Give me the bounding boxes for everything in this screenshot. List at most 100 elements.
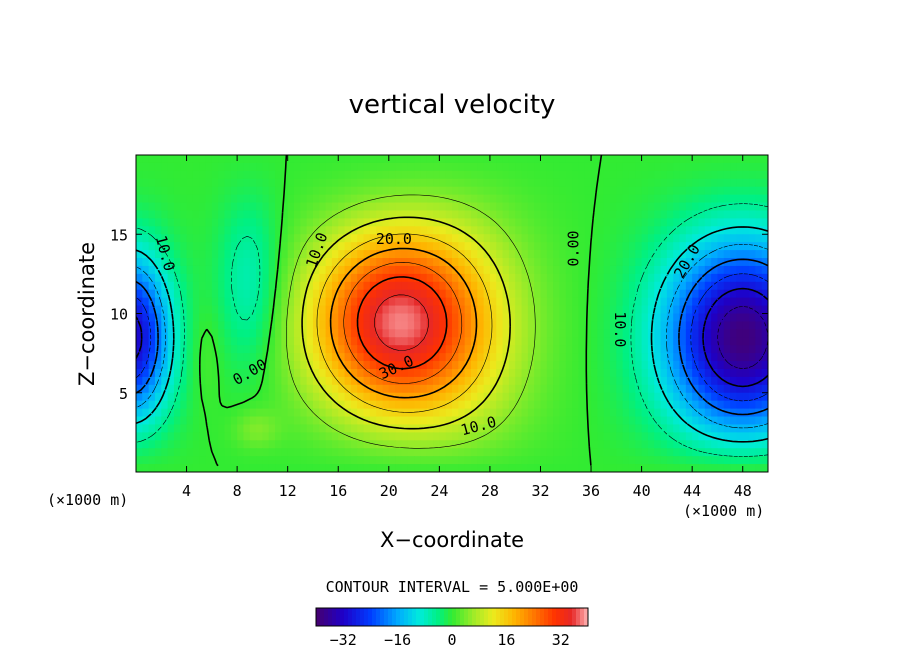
field-cell [704, 353, 712, 362]
field-cell [742, 162, 750, 172]
field-cell [628, 155, 636, 164]
field-cell [546, 202, 554, 212]
field-cell [262, 242, 270, 251]
field-cell [142, 289, 150, 299]
field-cell [243, 400, 251, 410]
field-cell [350, 186, 358, 196]
field-cell [433, 345, 440, 354]
field-cell [186, 456, 194, 465]
field-cell [654, 210, 662, 219]
field-cell [736, 258, 744, 267]
field-cell [489, 289, 497, 299]
field-cell [142, 424, 150, 433]
field-cell [401, 464, 409, 472]
field-cell [433, 242, 440, 251]
field-cell [622, 345, 630, 354]
field-cell [186, 289, 194, 299]
field-cell [294, 337, 301, 346]
field-cell [167, 242, 175, 251]
field-cell [654, 273, 662, 283]
field-cell [540, 186, 548, 196]
field-cell [388, 170, 396, 180]
field-cell [584, 155, 592, 164]
field-cell [464, 155, 472, 164]
field-cell [477, 392, 485, 402]
field-cell [660, 392, 668, 402]
field-cell [249, 400, 257, 410]
field-cell [369, 194, 377, 204]
field-cell [376, 273, 384, 283]
field-cell [553, 432, 561, 441]
field-cell [275, 361, 282, 370]
field-cell [761, 368, 768, 378]
field-cell [237, 400, 245, 410]
field-cell [508, 273, 516, 283]
field-cell [597, 234, 605, 243]
field-cell [742, 456, 750, 465]
field-cell [559, 464, 567, 472]
field-cell [433, 250, 440, 259]
field-cell [426, 432, 434, 441]
field-cell [452, 337, 459, 346]
field-cell [281, 345, 289, 354]
field-cell [685, 202, 693, 212]
field-cell [521, 226, 529, 235]
field-cell [136, 384, 143, 394]
field-cell [376, 234, 384, 243]
field-cell [578, 313, 586, 323]
field-cell [426, 186, 434, 196]
field-cell [679, 376, 687, 386]
field-cell [192, 416, 200, 426]
field-cell [256, 448, 263, 457]
field-cell [755, 337, 763, 346]
field-cell [344, 265, 352, 275]
field-cell [388, 242, 396, 251]
field-cell [369, 305, 377, 315]
field-cell [224, 250, 232, 259]
field-cell [572, 226, 579, 235]
field-cell [262, 337, 270, 346]
field-cell [382, 337, 390, 346]
field-cell [262, 170, 270, 180]
field-cell [186, 368, 194, 378]
field-cell [489, 368, 497, 378]
field-cell [148, 313, 156, 323]
field-cell [161, 265, 169, 275]
field-cell [420, 392, 428, 402]
field-cell [685, 416, 693, 426]
field-cell [749, 186, 756, 196]
field-cell [616, 368, 624, 378]
field-cell [470, 281, 478, 291]
field-cell [597, 432, 605, 441]
field-cell [559, 448, 567, 457]
field-cell [186, 464, 194, 472]
field-cell [237, 353, 245, 362]
field-cell [420, 384, 428, 394]
field-cell [673, 170, 681, 180]
field-cell [350, 424, 358, 433]
field-cell [243, 186, 251, 196]
field-cell [717, 155, 725, 164]
field-cell [679, 329, 687, 338]
field-cell [717, 408, 725, 418]
field-cell [622, 313, 630, 323]
field-cell [452, 305, 459, 315]
field-cell [578, 416, 586, 426]
field-cell [420, 289, 428, 299]
field-cell [730, 202, 737, 212]
field-cell [723, 313, 731, 323]
field-cell [287, 265, 295, 275]
field-cell [749, 416, 756, 426]
field-cell [610, 392, 617, 402]
field-cell [679, 448, 687, 457]
field-cell [382, 432, 390, 441]
field-cell [534, 234, 542, 243]
field-cell [376, 440, 384, 449]
field-cell [331, 297, 339, 307]
field-cell [395, 289, 403, 299]
field-cell [742, 234, 750, 243]
field-cell [489, 376, 497, 386]
field-cell [243, 321, 251, 330]
field-cell [742, 353, 750, 362]
field-cell [237, 170, 245, 180]
